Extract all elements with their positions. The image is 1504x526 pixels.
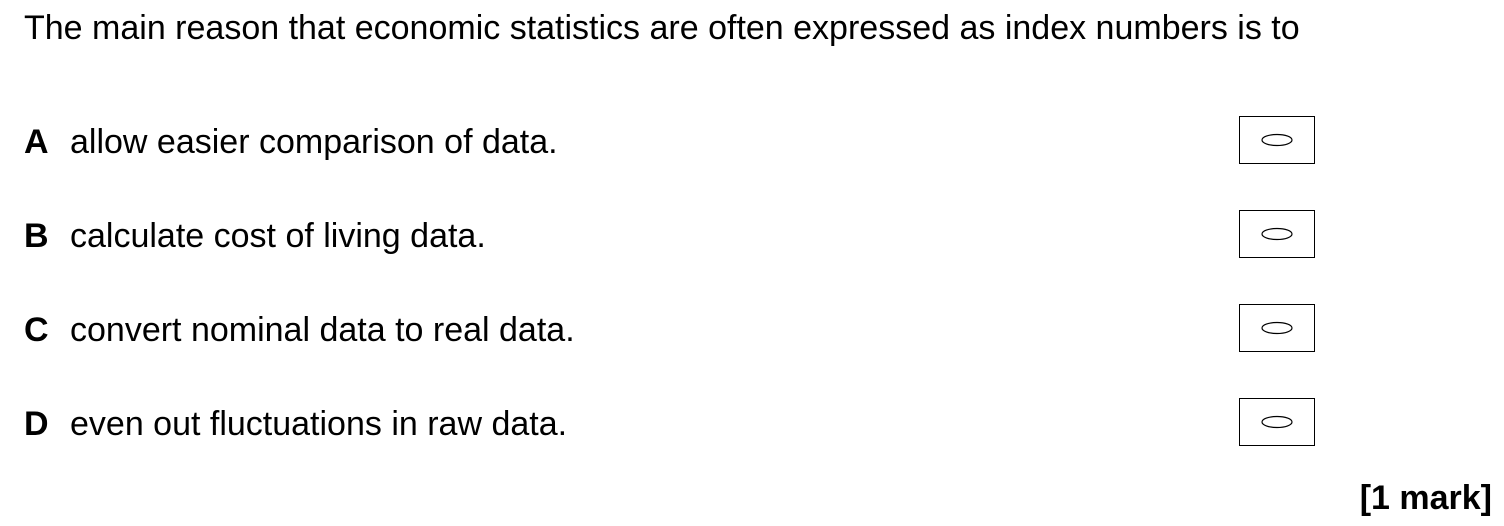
oval-bubble-icon (1261, 227, 1293, 241)
option-c-answer-box[interactable] (1239, 304, 1315, 352)
option-c-letter: C (24, 311, 49, 349)
mark-allocation: [1 mark] (1359, 479, 1492, 517)
option-d-answer-box[interactable] (1239, 398, 1315, 446)
option-b-row: B calculate cost of living data. (0, 210, 1504, 262)
option-d-letter: D (24, 405, 49, 443)
option-b-letter: B (24, 217, 49, 255)
oval-bubble-icon (1261, 133, 1293, 147)
oval-bubble-icon (1261, 415, 1293, 429)
option-a-text: allow easier comparison of data. (70, 123, 558, 161)
option-d-row: D even out fluctuations in raw data. (0, 398, 1504, 450)
option-c-text: convert nominal data to real data. (70, 311, 575, 349)
option-b-answer-box[interactable] (1239, 210, 1315, 258)
option-d-text: even out fluctuations in raw data. (70, 405, 568, 443)
option-a-letter: A (24, 123, 49, 161)
question-stem: The main reason that economic statistics… (24, 9, 1300, 47)
oval-bubble-icon (1261, 321, 1293, 335)
option-b-text: calculate cost of living data. (70, 217, 486, 255)
option-a-answer-box[interactable] (1239, 116, 1315, 164)
option-c-row: C convert nominal data to real data. (0, 304, 1504, 356)
option-a-row: A allow easier comparison of data. (0, 116, 1504, 168)
